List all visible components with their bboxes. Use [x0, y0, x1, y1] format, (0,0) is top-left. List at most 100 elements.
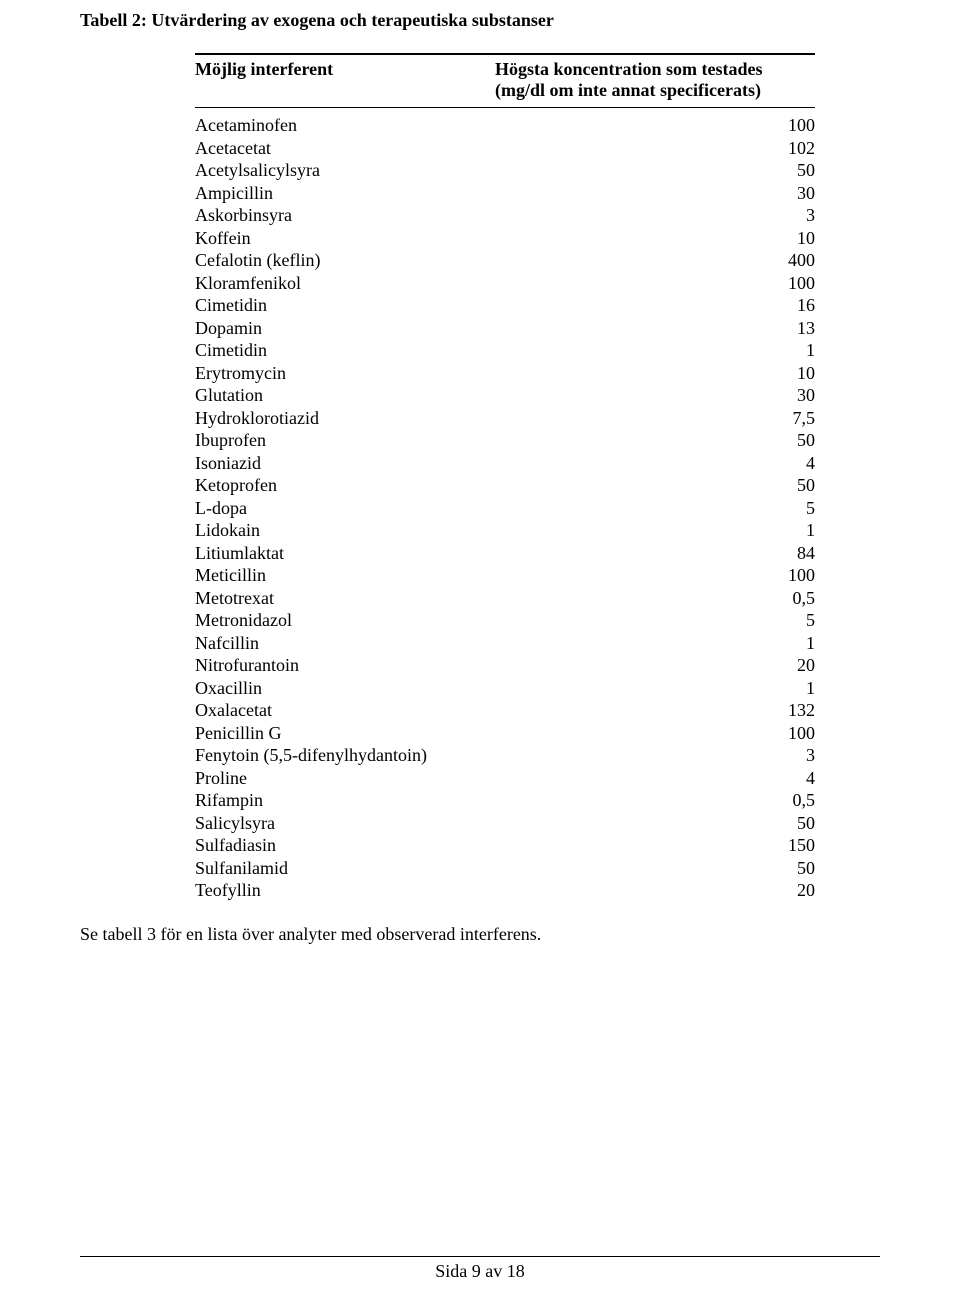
value-cell: 30: [675, 182, 815, 205]
value-cell: 100: [675, 722, 815, 745]
value-cell: 100: [675, 564, 815, 587]
value-cell: 102: [675, 137, 815, 160]
value-cell: 1: [675, 519, 815, 542]
value-cell: 100: [675, 272, 815, 295]
table-row: Kloramfenikol100: [195, 272, 815, 295]
table-row: Metronidazol5: [195, 609, 815, 632]
substance-cell: Hydroklorotiazid: [195, 407, 675, 430]
header-concentration-label: Högsta koncentration som testades (mg/dl…: [495, 59, 815, 101]
table-row: L-dopa5: [195, 497, 815, 520]
table-row: Cefalotin (keflin)400: [195, 249, 815, 272]
page-footer: Sida 9 av 18: [0, 1256, 960, 1282]
value-cell: 7,5: [675, 407, 815, 430]
substance-cell: Rifampin: [195, 789, 675, 812]
table-row: Isoniazid4: [195, 452, 815, 475]
value-cell: 1: [675, 632, 815, 655]
value-cell: 4: [675, 767, 815, 790]
value-cell: 3: [675, 744, 815, 767]
value-cell: 0,5: [675, 587, 815, 610]
table-row: Acetaminofen100: [195, 114, 815, 137]
table-row: Glutation30: [195, 384, 815, 407]
table-row: Oxacillin1: [195, 677, 815, 700]
table-row: Nitrofurantoin20: [195, 654, 815, 677]
value-cell: 3: [675, 204, 815, 227]
table-row: Cimetidin16: [195, 294, 815, 317]
table-row: Meticillin100: [195, 564, 815, 587]
value-cell: 30: [675, 384, 815, 407]
value-cell: 84: [675, 542, 815, 565]
substance-cell: Fenytoin (5,5-difenylhydantoin): [195, 744, 675, 767]
table-row: Litiumlaktat84: [195, 542, 815, 565]
substance-cell: Acetaminofen: [195, 114, 675, 137]
table-row: Teofyllin20: [195, 879, 815, 902]
substance-cell: Salicylsyra: [195, 812, 675, 835]
table-row: Oxalacetat132: [195, 699, 815, 722]
footer-rule: [80, 1256, 880, 1257]
value-cell: 20: [675, 879, 815, 902]
table-row: Lidokain1: [195, 519, 815, 542]
table-row: Koffein10: [195, 227, 815, 250]
value-cell: 100: [675, 114, 815, 137]
table-header-row: Möjlig interferent Högsta koncentration …: [195, 55, 815, 107]
table-row: Proline4: [195, 767, 815, 790]
table-body: Acetaminofen100Acetacetat102Acetylsalicy…: [195, 108, 815, 902]
table-title: Tabell 2: Utvärdering av exogena och ter…: [80, 10, 880, 31]
substance-cell: Metotrexat: [195, 587, 675, 610]
table-row: Erytromycin10: [195, 362, 815, 385]
value-cell: 132: [675, 699, 815, 722]
table-row: Rifampin0,5: [195, 789, 815, 812]
table-row: Metotrexat0,5: [195, 587, 815, 610]
header-concentration-line1: Högsta koncentration som testades: [495, 59, 763, 79]
table-row: Ketoprofen50: [195, 474, 815, 497]
table-row: Hydroklorotiazid7,5: [195, 407, 815, 430]
table-row: Fenytoin (5,5-difenylhydantoin)3: [195, 744, 815, 767]
table-row: Ibuprofen50: [195, 429, 815, 452]
value-cell: 50: [675, 857, 815, 880]
substance-cell: Lidokain: [195, 519, 675, 542]
value-cell: 10: [675, 227, 815, 250]
substance-cell: Nafcillin: [195, 632, 675, 655]
value-cell: 16: [675, 294, 815, 317]
substance-cell: Acetacetat: [195, 137, 675, 160]
substance-table: Möjlig interferent Högsta koncentration …: [195, 53, 815, 902]
substance-cell: Ampicillin: [195, 182, 675, 205]
substance-cell: Glutation: [195, 384, 675, 407]
substance-cell: Nitrofurantoin: [195, 654, 675, 677]
table-row: Sulfadiasin150: [195, 834, 815, 857]
table-row: Ampicillin30: [195, 182, 815, 205]
table-row: Dopamin13: [195, 317, 815, 340]
page-number: Sida 9 av 18: [435, 1261, 525, 1281]
table-row: Sulfanilamid50: [195, 857, 815, 880]
value-cell: 4: [675, 452, 815, 475]
value-cell: 0,5: [675, 789, 815, 812]
substance-cell: Metronidazol: [195, 609, 675, 632]
value-cell: 13: [675, 317, 815, 340]
substance-cell: Oxalacetat: [195, 699, 675, 722]
substance-cell: Meticillin: [195, 564, 675, 587]
table-row: Cimetidin1: [195, 339, 815, 362]
value-cell: 400: [675, 249, 815, 272]
value-cell: 1: [675, 339, 815, 362]
substance-cell: Isoniazid: [195, 452, 675, 475]
table-row: Salicylsyra50: [195, 812, 815, 835]
table-row: Acetacetat102: [195, 137, 815, 160]
substance-cell: Litiumlaktat: [195, 542, 675, 565]
substance-cell: Sulfanilamid: [195, 857, 675, 880]
table-row: Nafcillin1: [195, 632, 815, 655]
value-cell: 5: [675, 497, 815, 520]
value-cell: 50: [675, 159, 815, 182]
substance-cell: Proline: [195, 767, 675, 790]
substance-cell: Teofyllin: [195, 879, 675, 902]
substance-cell: L-dopa: [195, 497, 675, 520]
value-cell: 50: [675, 812, 815, 835]
substance-cell: Koffein: [195, 227, 675, 250]
value-cell: 50: [675, 429, 815, 452]
substance-cell: Penicillin G: [195, 722, 675, 745]
substance-cell: Sulfadiasin: [195, 834, 675, 857]
substance-cell: Ibuprofen: [195, 429, 675, 452]
value-cell: 5: [675, 609, 815, 632]
substance-cell: Cimetidin: [195, 339, 675, 362]
value-cell: 20: [675, 654, 815, 677]
substance-cell: Acetylsalicylsyra: [195, 159, 675, 182]
header-substance-label: Möjlig interferent: [195, 59, 333, 101]
